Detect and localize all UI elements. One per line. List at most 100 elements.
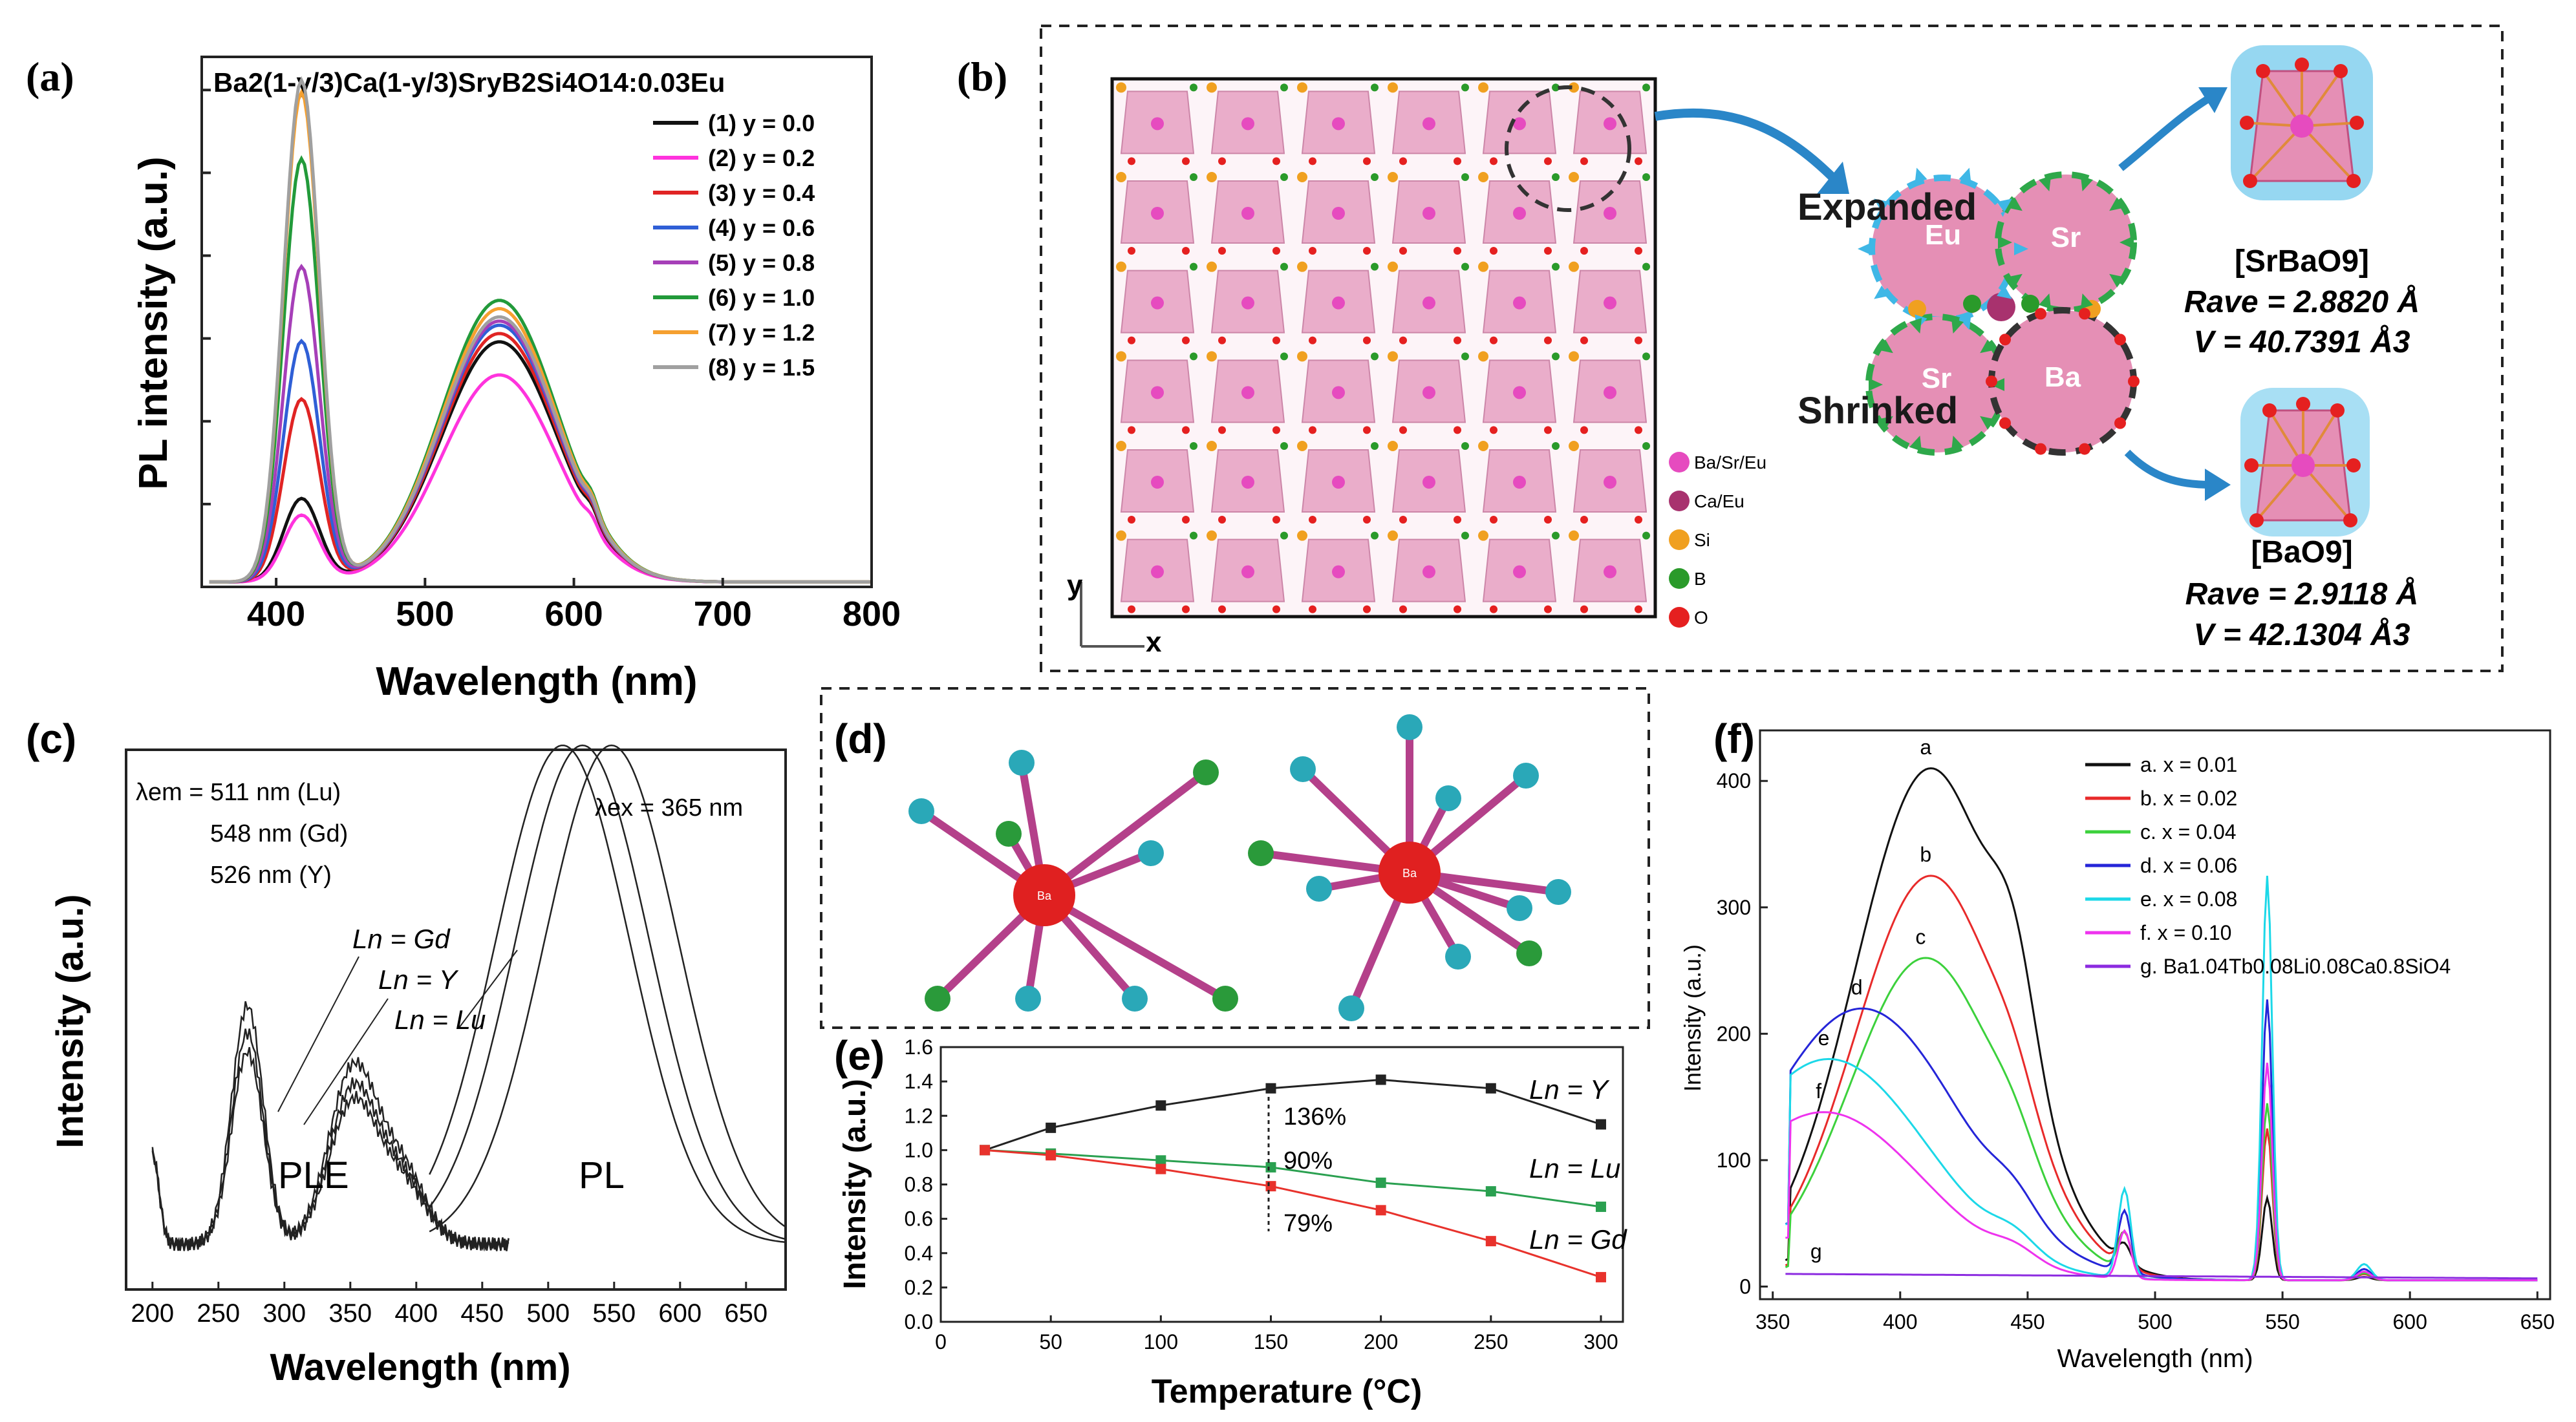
ligand-atom [1435, 785, 1461, 811]
ba-atom-label: Ba [1037, 889, 1052, 902]
legend-label: Ca/Eu [1694, 491, 1744, 511]
b-atom [1190, 442, 1197, 450]
expanded-label: Expanded [1798, 186, 1977, 228]
b-atom [1642, 173, 1650, 181]
lambda-em-text: λem = 511 nm (Lu) [136, 779, 341, 806]
legend-label-c: c. x = 0.04 [2140, 820, 2237, 844]
panel-b-atom-legend: Ba/Sr/Eu Ca/Eu Si BO [1669, 452, 1766, 628]
x-tick-label: 0 [935, 1330, 947, 1353]
srbao9-volume: V = 40.7391 Å3 [2194, 324, 2410, 359]
data-point [1046, 1122, 1057, 1133]
y-tick-label: 0 [1739, 1275, 1751, 1298]
o-atom [1363, 516, 1371, 524]
ligand-atom [1193, 759, 1219, 785]
annotation-136: 136% [1283, 1103, 1346, 1130]
o-atom [1454, 157, 1461, 165]
si-atom [1478, 530, 1488, 541]
legend-label-2: (2) y = 0.2 [708, 145, 815, 171]
o-atom [1218, 336, 1226, 345]
panel-d-label: (d) [834, 716, 887, 762]
si-atom [1207, 82, 1217, 93]
o-atom [1182, 426, 1190, 434]
series-line-g [1785, 1273, 2538, 1280]
o-atom [1986, 376, 1997, 387]
o-atom [1635, 247, 1642, 255]
si-atom [1478, 351, 1488, 362]
ba-sr-eu-atom [1422, 386, 1435, 399]
o-atom [1128, 605, 1135, 613]
x-tick-label: 400 [1883, 1310, 1917, 1333]
x-axis-letter: x [1146, 626, 1162, 658]
legend-dot [1669, 568, 1690, 589]
crystal-lattice [1116, 82, 1650, 613]
panel-c-x-label: Wavelength (nm) [270, 1346, 570, 1388]
o-atom [1272, 336, 1280, 345]
o-atom [1218, 605, 1226, 613]
x-tick-label: 500 [396, 595, 454, 633]
panel-f-curves [1785, 767, 2538, 1282]
o-atom [2346, 174, 2361, 188]
o-atom [2296, 397, 2310, 411]
ligand-atom [1445, 944, 1471, 970]
panel-c-label: (c) [26, 716, 76, 762]
o-atom [2114, 334, 2126, 346]
curve-letter-c: c [1915, 925, 1926, 948]
o-atom [2334, 64, 2348, 78]
b-atom [1371, 262, 1379, 271]
data-point [1265, 1162, 1276, 1173]
o-atom [1454, 516, 1461, 524]
si-atom [1388, 172, 1398, 182]
panel-f-label: (f) [1713, 716, 1755, 762]
data-point [1595, 1119, 1606, 1130]
si-atom [1297, 172, 1307, 182]
x-tick-label: 500 [2138, 1310, 2172, 1333]
y-tick-label: 400 [1717, 769, 1751, 792]
srbao9-rave: Rave = 2.8820 Å [2184, 284, 2420, 319]
expansion-triangle [1990, 378, 2004, 391]
ba-sr-eu-atom [1513, 296, 1526, 310]
ba-sr-eu-atom [1513, 386, 1526, 399]
ba-sr-eu-atom [1332, 386, 1345, 399]
b-atom [1461, 83, 1469, 92]
y-tick-label: 0.6 [905, 1207, 933, 1231]
expansion-triangle [1858, 242, 1872, 255]
expansion-triangle [2014, 242, 2028, 255]
o-atom [2240, 116, 2254, 130]
o-atom [1182, 247, 1190, 255]
legend-label: Ba/Sr/Eu [1694, 452, 1766, 472]
ba-sr-eu-atom [1422, 117, 1435, 131]
data-point [1155, 1155, 1166, 1166]
o-atom [1272, 516, 1280, 524]
ba-atom-label: Ba [1402, 867, 1417, 880]
x-tick-label: 250 [1474, 1330, 1508, 1353]
data-point [1485, 1083, 1496, 1094]
ln-lu-label: Ln = Lu [394, 1004, 486, 1035]
o-atom [1309, 336, 1316, 345]
panel-a-legend: (1) y = 0.0 (2) y = 0.2 (3) y = 0.4 (4) y =… [653, 110, 815, 381]
arrow-to-bao9-head [2205, 469, 2231, 501]
curve-letter-f: f [1816, 1079, 1821, 1103]
series-line-d [1785, 999, 2538, 1282]
y-tick-label: 0.4 [905, 1242, 933, 1265]
legend-dot [1669, 529, 1690, 550]
ba-sr-eu-atom [1151, 565, 1164, 578]
x-tick-label: 100 [1144, 1330, 1178, 1353]
si-atom [1207, 351, 1217, 362]
x-tick-label: 450 [2010, 1310, 2045, 1333]
ba-sr-eu-atom [1151, 117, 1164, 131]
o-atom [1399, 605, 1407, 613]
x-tick-label: 600 [2392, 1310, 2427, 1333]
o-atom [1454, 247, 1461, 255]
panel-a-y-label: PL intensity (a.u.) [131, 156, 176, 490]
y-axis-letter: y [1067, 569, 1083, 601]
y-tick-label: 0.8 [905, 1173, 933, 1196]
b-atom [1371, 531, 1379, 540]
o-atom [2035, 308, 2047, 320]
legend-label-g: g. Ba1.04Tb0.08Li0.08Ca0.8SiO4 [2140, 955, 2451, 978]
o-atom [2295, 58, 2309, 72]
bao9-rave: Rave = 2.9118 Å [2185, 577, 2419, 611]
o-atom [1544, 426, 1552, 434]
x-tick-label: 400 [394, 1299, 438, 1328]
o-atom [2249, 513, 2264, 527]
